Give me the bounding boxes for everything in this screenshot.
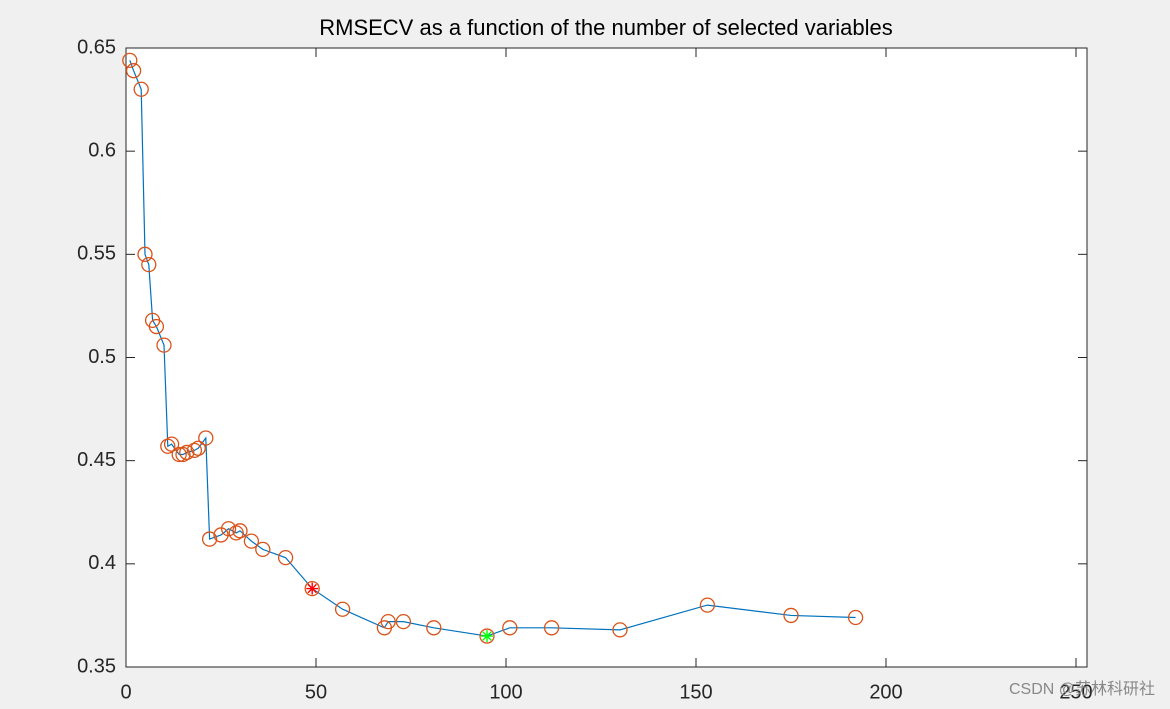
marker	[220, 521, 237, 537]
marker	[171, 446, 187, 463]
y-tick-label: 0.55	[77, 243, 116, 265]
marker	[190, 440, 206, 456]
marker	[255, 541, 271, 558]
marker	[543, 620, 560, 636]
marker	[699, 597, 716, 613]
x-tick-label: 0	[120, 681, 131, 703]
marker	[198, 430, 214, 446]
y-tick-label: 0.5	[88, 346, 116, 368]
marker	[783, 607, 799, 624]
star-stroke	[482, 631, 492, 641]
marker	[133, 81, 149, 97]
y-tick-label: 0.45	[77, 449, 116, 471]
marker	[201, 531, 218, 547]
highlight-star	[306, 582, 319, 595]
x-tick-label: 250	[1059, 681, 1092, 703]
marker	[125, 63, 142, 79]
marker	[122, 52, 138, 69]
marker	[426, 620, 442, 636]
marker	[847, 609, 864, 626]
axes-box	[125, 47, 1088, 668]
marker	[137, 246, 153, 262]
marker	[141, 256, 157, 273]
marker	[232, 523, 248, 539]
marker	[163, 436, 180, 452]
x-tick-label: 200	[869, 681, 902, 703]
marker	[277, 549, 294, 566]
star-stroke	[307, 583, 317, 594]
y-tick-label: 0.65	[77, 36, 116, 58]
highlight-star	[481, 630, 493, 643]
marker	[612, 622, 628, 638]
marker	[243, 533, 260, 549]
watermark: CSDN @苏林科研社	[1009, 680, 1155, 698]
marker	[479, 628, 495, 644]
marker	[334, 601, 351, 617]
marker	[148, 318, 165, 335]
y-tick-label: 0.6	[88, 139, 116, 161]
marker	[395, 613, 412, 630]
y-tick-label: 0.35	[77, 655, 116, 677]
marker	[186, 442, 203, 459]
marker	[160, 438, 176, 454]
marker	[156, 337, 172, 353]
plot-area	[126, 48, 1087, 667]
x-tick-label: 50	[305, 681, 327, 703]
marker	[380, 613, 396, 630]
x-tick-label: 150	[679, 681, 712, 703]
y-tick-label: 0.4	[88, 552, 116, 574]
marker	[228, 525, 244, 541]
marker	[304, 580, 320, 597]
x-tick-label: 100	[489, 681, 522, 703]
chart-title: RMSECV as a function of the number of se…	[319, 15, 893, 40]
marker	[502, 620, 518, 636]
marker	[179, 444, 195, 461]
marker	[175, 446, 191, 463]
